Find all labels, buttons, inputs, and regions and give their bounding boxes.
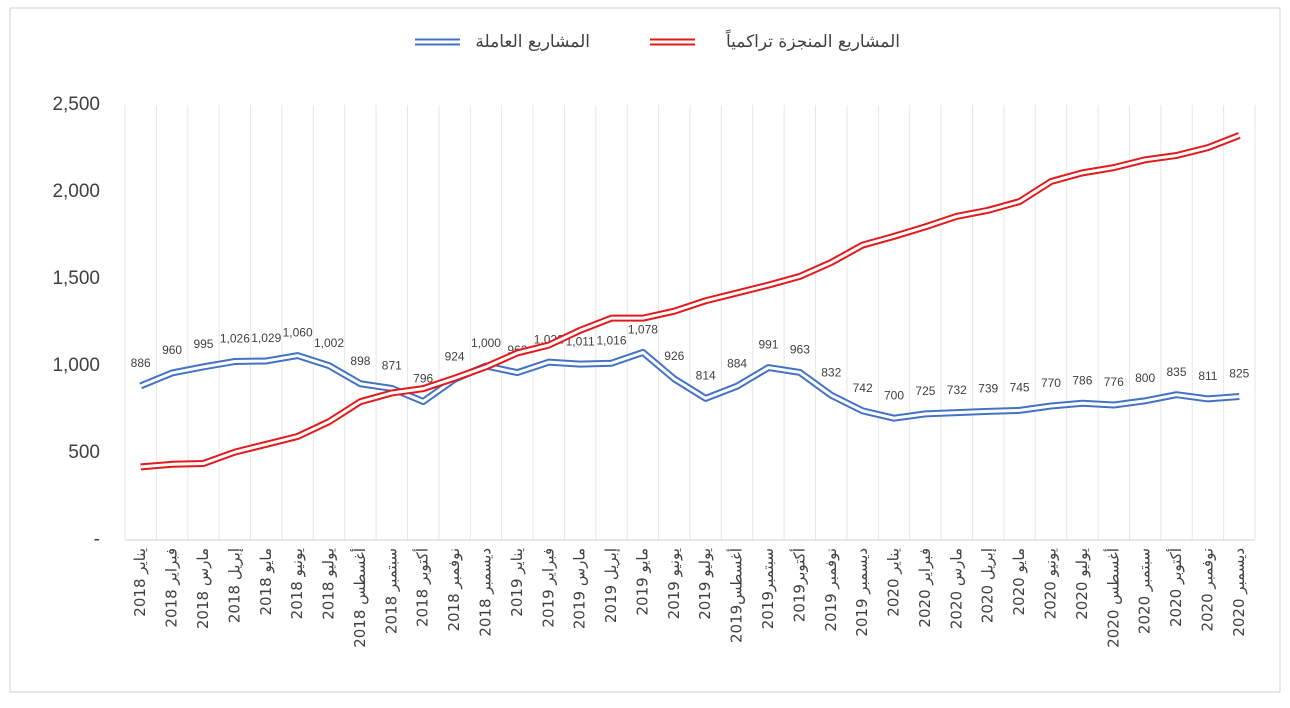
x-tick-label: يناير 2018 bbox=[131, 548, 149, 617]
x-tick-label: سبتمبر 2020 bbox=[1136, 548, 1154, 634]
x-tick-label: يونيو 2020 bbox=[1041, 548, 1059, 619]
x-tick-label: إبريل 2019 bbox=[602, 548, 620, 623]
data-label: 884 bbox=[727, 356, 747, 370]
x-tick-label: فبراير 2020 bbox=[916, 548, 934, 628]
data-label: 886 bbox=[131, 356, 151, 370]
data-label: 700 bbox=[884, 388, 904, 402]
data-label: 898 bbox=[350, 354, 370, 368]
data-label: 1,078 bbox=[628, 323, 658, 337]
series-line-inner bbox=[140, 350, 1240, 420]
data-label: 742 bbox=[853, 381, 873, 395]
data-label: 739 bbox=[978, 382, 998, 396]
legend-label: المشاريع العاملة bbox=[475, 32, 590, 52]
x-tick-label: أغسطس 2018 bbox=[350, 548, 369, 648]
x-tick-label: مايو 2018 bbox=[257, 548, 275, 615]
y-tick-label: 500 bbox=[68, 442, 100, 463]
data-label: 776 bbox=[1104, 375, 1124, 389]
data-label: 924 bbox=[445, 349, 465, 363]
data-label: 835 bbox=[1167, 365, 1187, 379]
x-tick-label: أكتوبر 2020 bbox=[1166, 548, 1185, 627]
data-label: 832 bbox=[821, 365, 841, 379]
x-tick-label: فبراير 2019 bbox=[539, 548, 557, 628]
data-label: 786 bbox=[1072, 373, 1092, 387]
x-tick-label: إبريل 2020 bbox=[979, 548, 997, 623]
x-tick-label: مايو 2020 bbox=[1010, 548, 1028, 615]
data-label: 1,011 bbox=[566, 334, 595, 348]
data-label: 960 bbox=[162, 343, 182, 357]
data-label: 991 bbox=[758, 338, 778, 352]
data-label: 1,060 bbox=[283, 326, 313, 340]
data-label: 745 bbox=[1010, 381, 1030, 395]
x-tick-label: إبريل 2018 bbox=[225, 548, 243, 623]
x-tick-label: يونيو 2018 bbox=[288, 548, 306, 619]
y-tick-label: 1,500 bbox=[52, 268, 100, 289]
x-tick-label: ديسمبر 2019 bbox=[853, 548, 871, 637]
data-label: 770 bbox=[1041, 376, 1061, 390]
data-label: 871 bbox=[382, 359, 402, 373]
data-label: 1,000 bbox=[471, 336, 501, 350]
y-tick-label: 2,000 bbox=[52, 181, 100, 202]
x-tick-label: يوليو 2018 bbox=[320, 548, 338, 620]
data-label: 963 bbox=[790, 343, 810, 357]
x-tick-label: ديسمبر 2018 bbox=[476, 548, 494, 637]
x-tick-label: ديسمبر 2020 bbox=[1230, 548, 1248, 637]
x-tick-label: أغسطس 2020 bbox=[1103, 548, 1122, 648]
x-tick-label: يوليو 2020 bbox=[1073, 548, 1091, 620]
data-label: 926 bbox=[664, 349, 684, 363]
data-label: 1,002 bbox=[314, 336, 344, 350]
x-tick-label: يونيو 2019 bbox=[665, 548, 683, 619]
x-tick-label: أغسطس2019 bbox=[727, 548, 746, 643]
x-tick-label: سبتمبر 2018 bbox=[382, 548, 400, 634]
x-tick-label: يوليو 2019 bbox=[696, 548, 714, 620]
x-tick-label: مارس 2020 bbox=[947, 548, 965, 629]
data-label: 800 bbox=[1135, 371, 1155, 385]
x-tick-label: نوفمبر 2018 bbox=[445, 548, 463, 632]
x-tick-label: نوفمبر 2019 bbox=[822, 548, 840, 632]
x-tick-label: يناير 2019 bbox=[508, 548, 526, 617]
data-label: 811 bbox=[1198, 369, 1217, 383]
x-tick-label: أكتوبر2019 bbox=[789, 548, 808, 622]
data-label: 1,016 bbox=[597, 333, 627, 347]
y-tick-label: 1,000 bbox=[52, 355, 100, 376]
data-label: 1,026 bbox=[220, 332, 250, 346]
data-label: 732 bbox=[947, 383, 967, 397]
x-tick-label: مارس 2018 bbox=[194, 548, 212, 629]
series-line-inner bbox=[140, 134, 1240, 469]
y-tick-label: 2,500 bbox=[52, 94, 100, 115]
legend-label: المشاريع المنجزة تراكمياً bbox=[725, 28, 900, 52]
x-tick-label: أكتوبر 2018 bbox=[413, 548, 432, 627]
x-tick-label: فبراير 2018 bbox=[163, 548, 181, 628]
data-label: 1,029 bbox=[251, 331, 281, 345]
data-label: 725 bbox=[915, 384, 935, 398]
data-label: 995 bbox=[193, 337, 213, 351]
x-tick-label: مارس 2019 bbox=[571, 548, 589, 629]
data-label: 796 bbox=[413, 372, 433, 386]
x-tick-label: سبتمبر2019 bbox=[759, 548, 777, 629]
y-tick-label: - bbox=[94, 529, 100, 550]
data-label: 814 bbox=[696, 369, 716, 383]
x-tick-label: يناير 2020 bbox=[885, 548, 903, 617]
data-label: 825 bbox=[1229, 367, 1249, 381]
x-tick-label: نوفمبر 2020 bbox=[1198, 548, 1216, 632]
x-tick-label: مايو 2019 bbox=[633, 548, 651, 615]
